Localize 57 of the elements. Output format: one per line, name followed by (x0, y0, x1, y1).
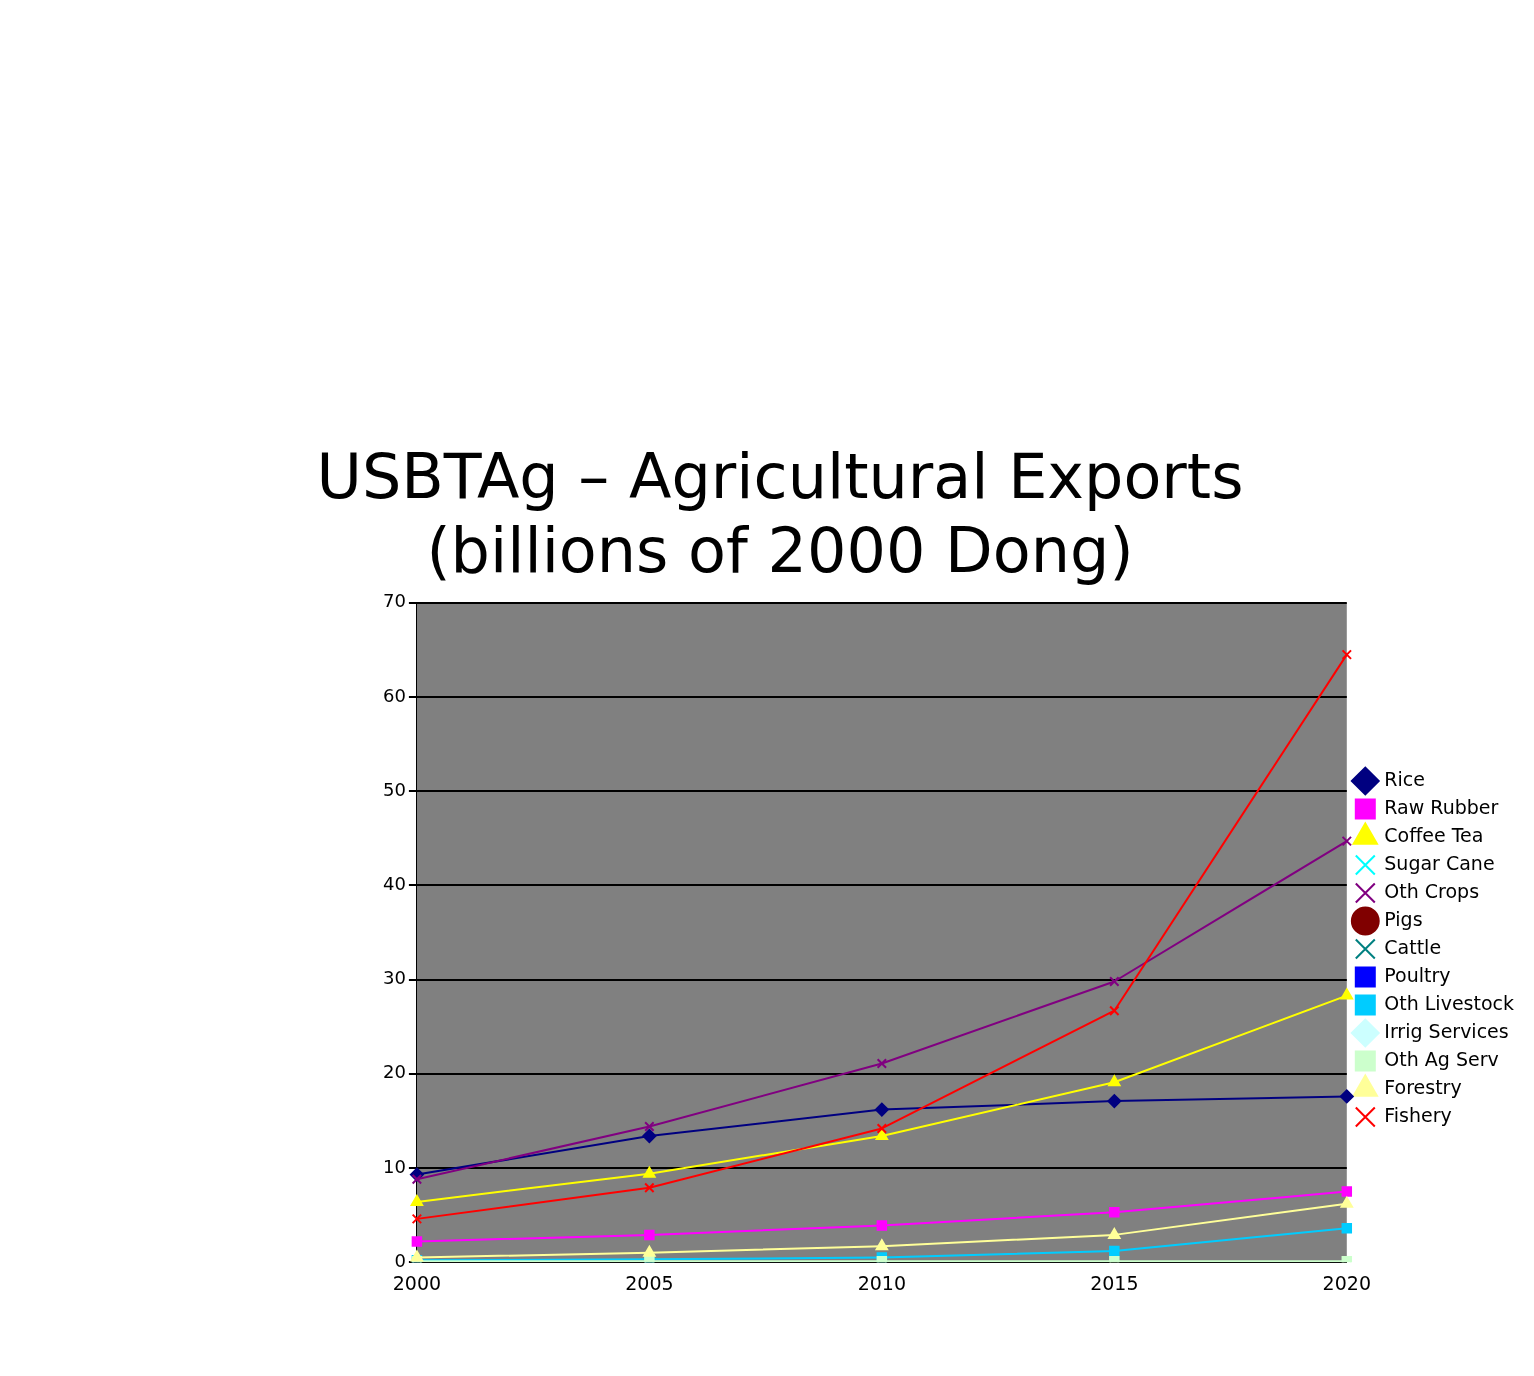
y-tick-label: 50 (383, 778, 406, 800)
legend-label: Oth Livestock (1384, 991, 1515, 1014)
legend-label: Sugar Cane (1384, 851, 1495, 874)
point (1108, 1227, 1121, 1239)
legend-label: Poultry (1384, 963, 1451, 986)
x-tick-label: 2015 (1090, 1271, 1139, 1294)
point (876, 1220, 888, 1231)
point (644, 1229, 655, 1240)
legend-label: Raw Rubber (1384, 795, 1499, 818)
point (1109, 1005, 1120, 1016)
legend-label: Forestry (1384, 1075, 1462, 1098)
point (643, 1245, 656, 1257)
x-tick-label: 2010 (857, 1271, 907, 1294)
chart-title: USBTAg – Agricultural Exports (billions of 2000 Dong) (315, 440, 1245, 589)
y-tick-label: 40 (383, 872, 406, 894)
legend-label: Pigs (1384, 907, 1423, 930)
y-tick-label: 70 (383, 590, 406, 612)
point (1341, 835, 1353, 847)
point (1108, 1075, 1121, 1087)
point (1340, 1196, 1353, 1208)
point (1341, 649, 1353, 660)
point (643, 1166, 656, 1178)
point (410, 1194, 424, 1206)
point (876, 1122, 888, 1134)
point (1109, 1245, 1120, 1256)
legend-label: Rice (1384, 767, 1425, 790)
point (411, 1173, 423, 1185)
point (1340, 988, 1353, 1000)
point (874, 1102, 889, 1117)
point (642, 1128, 657, 1143)
legend-label: Irrig Services (1384, 1019, 1509, 1042)
point (1341, 1222, 1353, 1234)
y-tick-label: 10 (383, 1155, 406, 1177)
y-tick-label: 0 (394, 1249, 406, 1271)
point (1339, 1089, 1354, 1104)
point (411, 1213, 423, 1224)
y-tick-label: 20 (383, 1061, 406, 1083)
legend-label: Oth Ag Serv (1384, 1047, 1499, 1070)
point (876, 1057, 888, 1069)
point (1107, 1093, 1122, 1108)
x-tick-label: 2005 (625, 1271, 674, 1294)
point (644, 1121, 655, 1132)
point (1109, 976, 1120, 987)
legend-label: Fishery (1384, 1103, 1452, 1126)
legend-label: Oth Crops (1384, 879, 1480, 902)
point (1109, 1206, 1120, 1218)
point (644, 1182, 655, 1193)
point (411, 1236, 423, 1247)
x-tick-label: 2000 (392, 1271, 442, 1294)
point (875, 1238, 889, 1250)
legend-label: Cattle (1384, 935, 1442, 958)
y-tick-label: 60 (383, 684, 406, 706)
x-tick-label: 2020 (1322, 1271, 1371, 1294)
y-tick-label: 30 (383, 967, 406, 989)
point (1341, 1186, 1353, 1197)
point (875, 1128, 889, 1140)
legend-label: Coffee Tea (1384, 823, 1484, 846)
